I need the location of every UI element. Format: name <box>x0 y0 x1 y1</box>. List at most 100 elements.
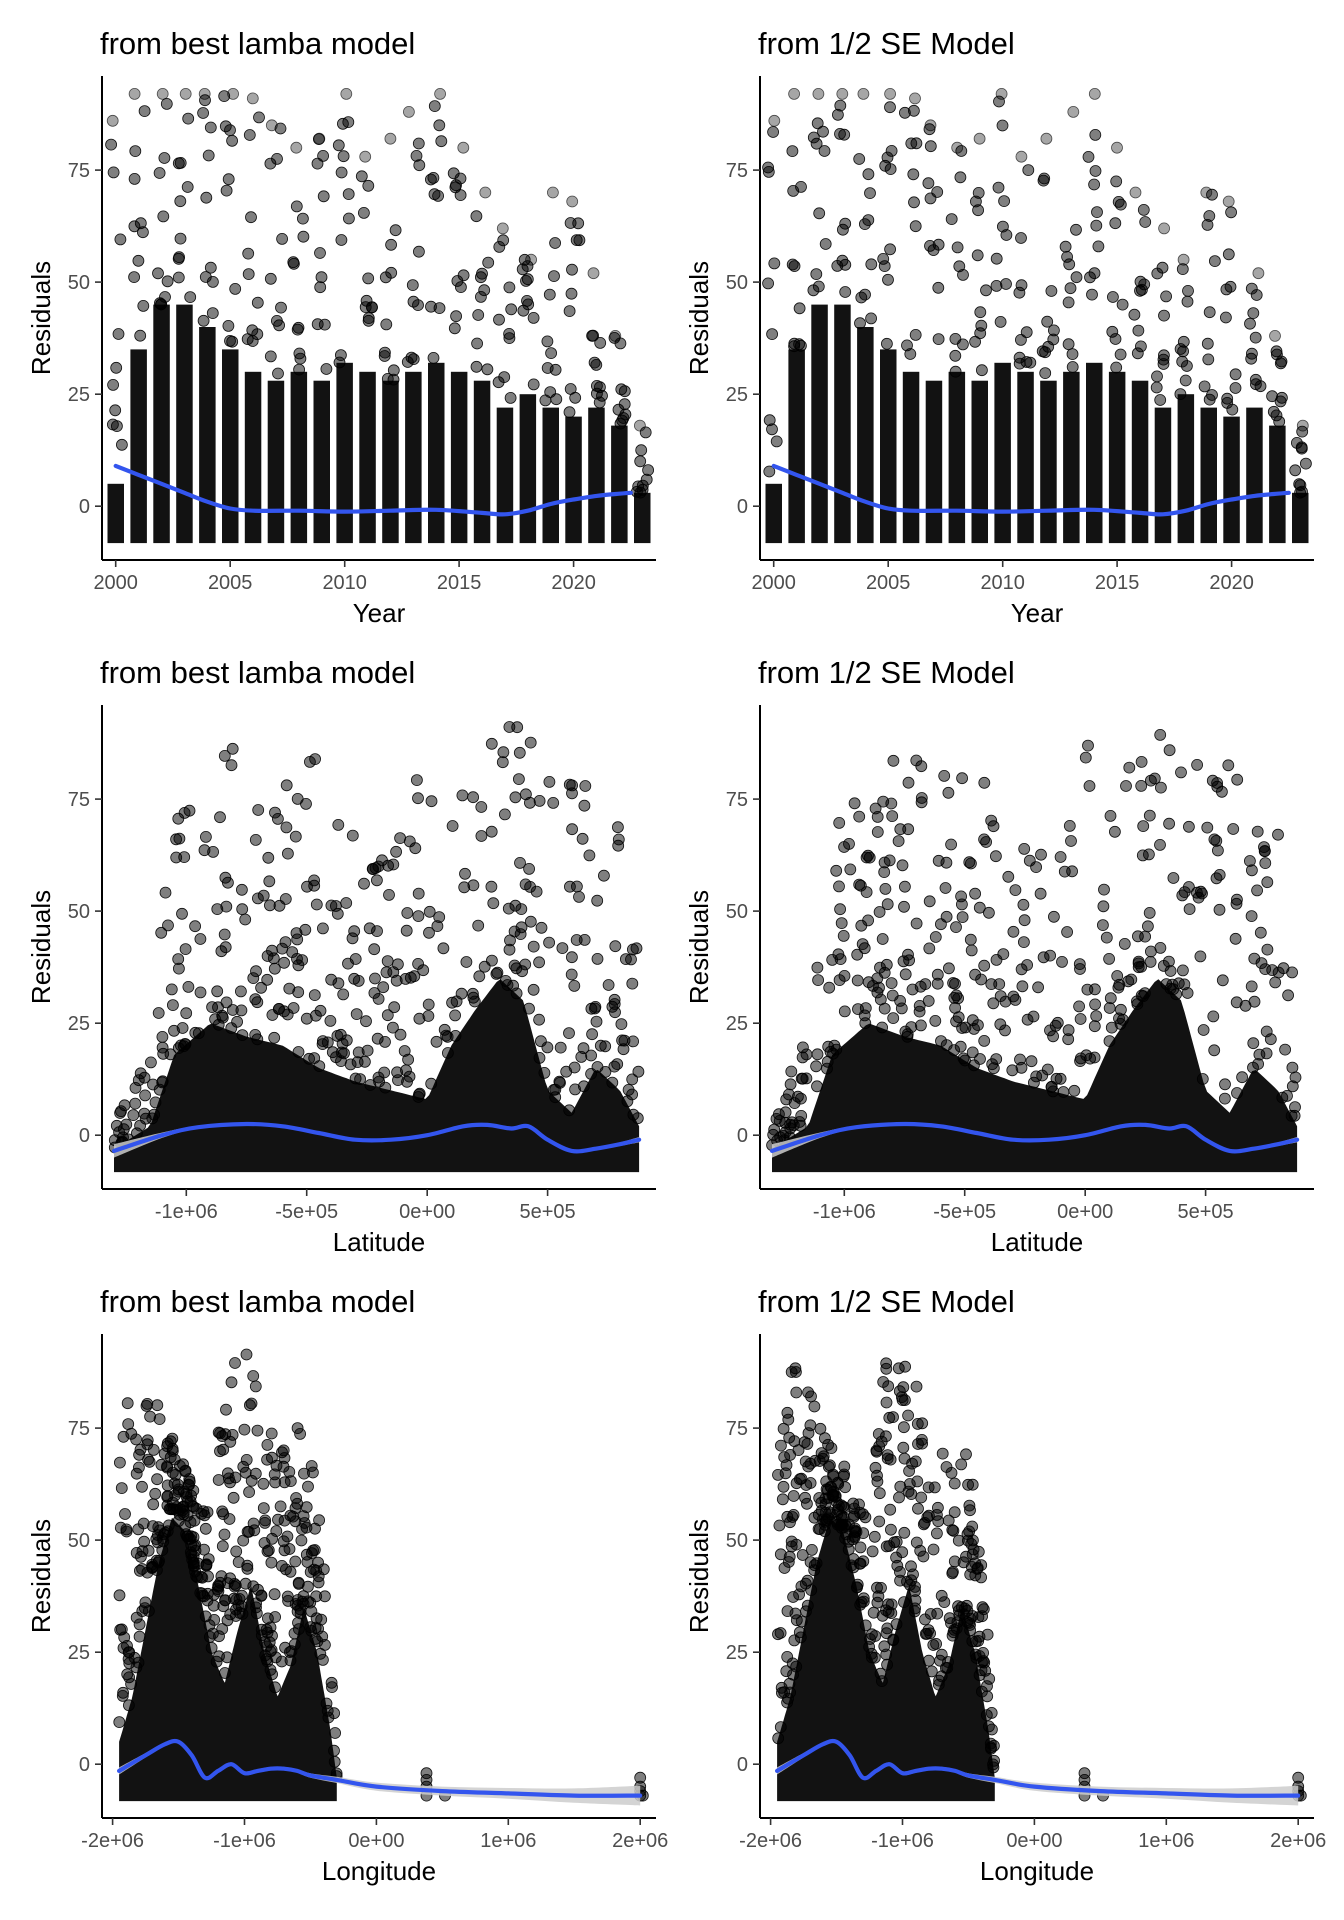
data-point <box>204 261 217 274</box>
data-point <box>881 337 893 350</box>
plot-area <box>105 88 654 544</box>
data-point <box>450 310 463 323</box>
data-point <box>334 1028 347 1041</box>
data-point <box>172 271 185 284</box>
data-point <box>122 1418 135 1430</box>
data-point <box>1009 884 1022 896</box>
data-point-dense-band <box>925 380 943 544</box>
data-point <box>899 880 911 893</box>
data-point <box>1177 964 1189 977</box>
data-point-dense-cloud <box>119 1517 337 1802</box>
data-point <box>578 799 591 812</box>
data-point <box>566 779 578 792</box>
data-point <box>804 1556 817 1568</box>
data-point <box>354 1073 367 1085</box>
data-point <box>313 132 326 145</box>
data-point <box>1013 357 1026 370</box>
x-axis-title: Year <box>353 598 406 628</box>
data-point <box>976 364 988 377</box>
data-point <box>634 419 646 432</box>
data-point <box>998 195 1010 208</box>
data-point <box>360 1015 372 1028</box>
x-tick-label: 2000 <box>93 572 138 594</box>
data-point <box>907 1568 919 1581</box>
data-point <box>616 1034 628 1047</box>
data-point <box>1207 1010 1220 1023</box>
data-point <box>781 1406 794 1419</box>
data-point <box>569 391 582 404</box>
y-tick-label: 25 <box>68 384 90 406</box>
data-point <box>172 812 185 825</box>
data-point <box>538 1067 551 1079</box>
data-point <box>871 986 884 999</box>
data-point <box>806 1544 818 1556</box>
data-point <box>192 1027 205 1040</box>
data-point <box>564 880 576 893</box>
x-tick-label: 0e+00 <box>1006 1830 1062 1852</box>
data-point <box>1079 751 1092 764</box>
data-point <box>1038 172 1051 185</box>
data-point <box>218 90 231 102</box>
data-point <box>340 897 353 909</box>
data-point <box>945 213 958 226</box>
data-point <box>939 882 952 894</box>
data-point <box>938 1596 951 1608</box>
data-point <box>844 863 857 876</box>
data-point <box>198 88 211 100</box>
data-point <box>598 869 610 882</box>
data-point <box>172 1515 185 1527</box>
data-point <box>1066 361 1079 373</box>
smooth-confidence-band <box>119 1739 641 1806</box>
data-point <box>915 792 928 804</box>
data-point <box>915 1491 928 1504</box>
data-point <box>224 124 236 137</box>
data-point <box>812 88 825 100</box>
data-point <box>1018 843 1031 855</box>
data-point <box>923 895 936 908</box>
data-point <box>766 328 778 341</box>
data-point <box>829 1491 842 1503</box>
data-point <box>288 1638 301 1651</box>
data-point <box>541 362 554 374</box>
data-point <box>199 1522 212 1535</box>
data-point <box>235 883 248 896</box>
y-tick-label: 25 <box>726 1642 748 1664</box>
data-point <box>268 962 281 975</box>
data-point <box>226 134 239 147</box>
data-point <box>1251 884 1263 897</box>
data-point <box>425 1077 438 1090</box>
x-tick-label: 2e+06 <box>1270 1830 1326 1852</box>
data-point <box>215 945 228 958</box>
data-point <box>148 1108 161 1121</box>
data-point <box>1158 222 1170 235</box>
data-point <box>371 925 383 937</box>
data-point <box>804 1477 817 1489</box>
data-point <box>980 284 992 297</box>
data-point-dense-band <box>1017 371 1034 544</box>
data-point <box>795 1580 808 1593</box>
x-axis-title: Longitude <box>980 1856 1094 1886</box>
axis-ticks: 0 25 50 75 2000 2005 2010 2015 2020 <box>68 160 596 594</box>
data-point <box>496 756 509 769</box>
data-point <box>449 181 462 194</box>
data-point <box>834 953 847 965</box>
axis-ticks: 0 25 50 75 2000 2005 2010 2015 2020 <box>726 160 1254 594</box>
data-point <box>565 968 578 981</box>
data-point <box>964 1568 977 1581</box>
data-point <box>355 170 368 183</box>
data-point <box>157 210 170 223</box>
data-point <box>625 953 637 966</box>
data-point <box>1201 821 1214 834</box>
data-point <box>174 195 187 208</box>
data-point <box>891 1559 904 1572</box>
data-point <box>949 349 962 362</box>
data-point <box>503 281 516 294</box>
data-point <box>1061 926 1073 938</box>
data-point <box>194 933 207 945</box>
data-point <box>215 1570 228 1583</box>
data-point <box>227 88 240 100</box>
data-point <box>1164 965 1177 977</box>
data-point <box>265 1427 278 1440</box>
data-point <box>504 391 517 404</box>
